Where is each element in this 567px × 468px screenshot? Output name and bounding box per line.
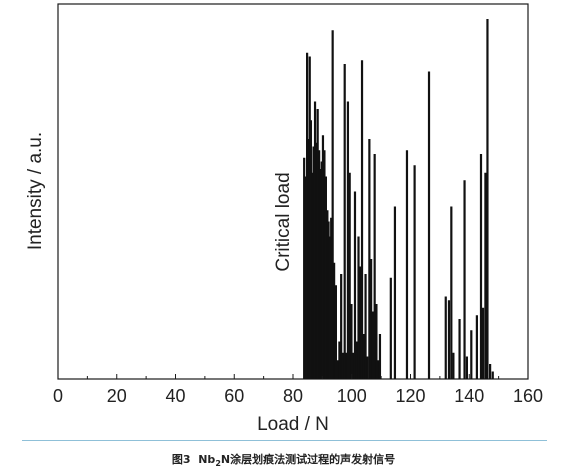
signal-bar (444, 296, 447, 379)
signal-bar (378, 334, 382, 379)
signal-bar (352, 352, 355, 379)
signal-bar (364, 274, 367, 379)
signal-bar (341, 352, 345, 379)
bar-group (303, 19, 494, 379)
signal-bar (313, 101, 317, 379)
signal-bar (318, 150, 321, 379)
signal-bar (450, 206, 453, 379)
x-tick-label: 60 (224, 386, 244, 406)
signal-bar (307, 139, 310, 379)
signal-bar (463, 180, 466, 379)
acoustic-emission-chart: 0 20 40 60 80 100 120 140 160 Load / N Intensity… (25, 3, 543, 435)
signal-bar (321, 135, 325, 379)
x-tick-label: 120 (395, 386, 425, 406)
signal-bar (345, 352, 348, 379)
caption-formula-rest: N (220, 453, 231, 466)
signal-bar (338, 341, 341, 379)
x-tick-label: 0 (53, 386, 63, 406)
signal-bar (308, 56, 311, 379)
caption-formula-main: Nb (198, 453, 216, 466)
signal-bar (491, 371, 494, 379)
signal-bar (475, 315, 478, 379)
x-tick-label: 40 (165, 386, 185, 406)
signal-bar (303, 157, 306, 379)
signal-bar (481, 307, 485, 379)
signal-bar (373, 154, 376, 379)
signal-bar (304, 176, 307, 379)
signal-bar (312, 146, 315, 379)
signal-bar (323, 150, 326, 379)
signal-bar (458, 319, 461, 379)
y-axis-label: Intensity / a.u. (25, 132, 46, 250)
signal-bar (340, 274, 343, 379)
signal-bar (328, 236, 332, 379)
signal-bar (470, 330, 473, 379)
signal-bar (331, 30, 334, 379)
x-tick-label: 80 (283, 386, 303, 406)
signal-bar (343, 64, 346, 379)
signal-bar (393, 206, 397, 379)
signal-bar (357, 236, 360, 379)
x-tick-label: 140 (454, 386, 484, 406)
signal-bar (362, 334, 365, 379)
signal-bar (452, 352, 455, 379)
figure-caption: 图3 Nb2N涂层划痕法测试过程的声发射信号 (0, 451, 567, 468)
caption-prefix: 图3 (171, 453, 191, 466)
signal-bar (486, 19, 489, 379)
caption-divider (22, 440, 547, 441)
critical-load-annotation: Critical load (273, 172, 294, 271)
signal-bar (359, 266, 362, 379)
signal-bar (465, 356, 468, 379)
signal-bar (355, 341, 358, 379)
signal-bar (360, 60, 364, 379)
signal-bar (366, 356, 369, 379)
x-tick-label: 100 (337, 386, 367, 406)
signal-bar (447, 300, 451, 379)
signal-bar (348, 172, 351, 379)
signal-bar (315, 142, 318, 379)
signal-bar (479, 154, 483, 379)
signal-bar (413, 165, 416, 379)
signal-bar (484, 172, 487, 379)
signal-bar (368, 139, 371, 379)
signal-bar (389, 277, 392, 379)
signal-bar (489, 364, 492, 379)
caption-text: 涂层划痕法测试过程的声发射信号 (230, 453, 396, 466)
signal-bar (334, 285, 337, 379)
signal-bar (333, 262, 336, 379)
x-axis-ticks (57, 374, 529, 379)
signal-bar (327, 221, 330, 379)
signal-bar (350, 304, 353, 379)
signal-bar (371, 311, 374, 379)
signal-bar (319, 169, 322, 379)
x-tick-label: 20 (107, 386, 127, 406)
signal-bar (330, 217, 333, 379)
signal-bar (405, 150, 409, 379)
caption-formula: Nb2N (198, 453, 231, 468)
signal-bar (370, 259, 373, 379)
signal-bar (306, 52, 309, 379)
signal-bar (326, 210, 329, 379)
signal-bar (427, 71, 431, 379)
caption-formula-subscript: 2 (215, 459, 221, 468)
signal-bar (320, 161, 323, 379)
signal-bar (309, 120, 313, 379)
signal-bar (311, 172, 314, 379)
x-tick-label: 160 (513, 386, 543, 406)
x-axis-label: Load / N (257, 414, 329, 435)
signal-bar (324, 176, 327, 379)
x-axis-tick-labels: 0 20 40 60 80 100 120 140 160 (53, 386, 543, 406)
signal-bar (375, 304, 378, 379)
signal-bar (377, 360, 380, 379)
signal-bar (316, 109, 319, 379)
signal-bar (336, 360, 339, 379)
signal-bar (353, 191, 357, 379)
signal-bar (346, 101, 350, 379)
